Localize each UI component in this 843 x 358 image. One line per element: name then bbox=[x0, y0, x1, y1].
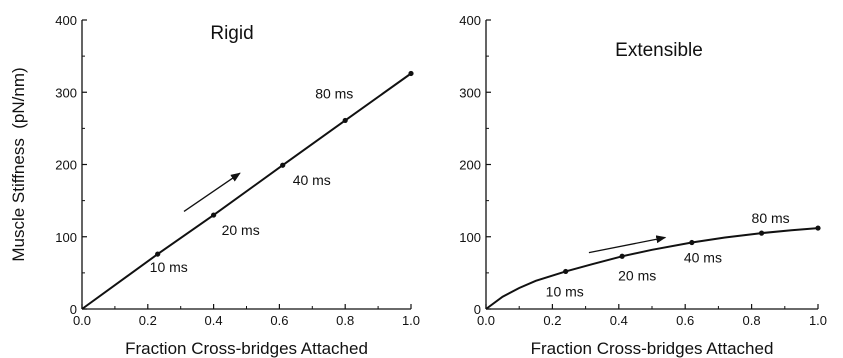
y-tick-label: 300 bbox=[55, 85, 77, 100]
data-point bbox=[563, 268, 569, 275]
y-tick-label: 400 bbox=[459, 13, 481, 28]
x-tick-label: 0.8 bbox=[743, 313, 761, 328]
x-tick-label: 0.2 bbox=[139, 313, 157, 328]
time-label: 80 ms bbox=[752, 210, 790, 226]
y-tick-label: 0 bbox=[474, 302, 481, 317]
data-point bbox=[815, 225, 821, 231]
direction-arrow bbox=[183, 172, 241, 212]
x-tick-label: 0.0 bbox=[73, 313, 91, 328]
data-point bbox=[155, 251, 161, 257]
time-label: 80 ms bbox=[315, 85, 353, 101]
panel-title: Extensible bbox=[615, 40, 703, 61]
y-axis-title: Muscle Stiffness (pN/nm) bbox=[9, 67, 28, 261]
series-line bbox=[81, 72, 412, 310]
data-point bbox=[342, 117, 348, 124]
data-point bbox=[211, 212, 217, 218]
y-tick-label: 0 bbox=[70, 302, 77, 317]
x-tick-label: 0.4 bbox=[205, 313, 223, 328]
time-label: 40 ms bbox=[684, 250, 722, 266]
time-label: 10 ms bbox=[546, 283, 584, 299]
data-point bbox=[408, 70, 414, 77]
y-tick-label: 200 bbox=[55, 158, 77, 173]
time-label: 20 ms bbox=[222, 222, 260, 238]
x-tick-label: 0.6 bbox=[676, 313, 694, 328]
x-tick-label: 0.0 bbox=[477, 313, 495, 328]
x-axis-title: Fraction Cross-bridges Attached bbox=[125, 339, 368, 358]
time-label: 20 ms bbox=[618, 267, 656, 283]
x-tick-label: 1.0 bbox=[402, 313, 420, 328]
y-tick-label: 100 bbox=[459, 230, 481, 245]
direction-arrow bbox=[588, 235, 667, 254]
time-label: 40 ms bbox=[293, 172, 331, 188]
extensible-panel: 0.0 0.2 0.4 0.6 0.8 1.0 0 100 200 300 400 10 ms 20 m… bbox=[459, 13, 827, 358]
y-tick-label: 100 bbox=[55, 230, 77, 245]
time-label: 10 ms bbox=[150, 259, 188, 275]
data-point bbox=[280, 162, 286, 168]
data-point bbox=[689, 239, 695, 246]
panel-title: Rigid bbox=[210, 23, 253, 44]
rigid-panel: 0.0 0.2 0.4 0.6 0.8 1.0 0 100 200 300 400 10 ms 20 m… bbox=[9, 13, 420, 358]
x-tick-label: 0.8 bbox=[336, 313, 354, 328]
x-tick-label: 0.4 bbox=[610, 313, 628, 328]
x-tick-label: 0.2 bbox=[543, 313, 561, 328]
data-point bbox=[758, 230, 765, 236]
x-axis-title: Fraction Cross-bridges Attached bbox=[531, 339, 774, 358]
x-tick-label: 1.0 bbox=[809, 313, 827, 328]
y-tick-label: 200 bbox=[459, 158, 481, 173]
x-tick-label: 0.6 bbox=[270, 313, 288, 328]
y-tick-label: 300 bbox=[459, 85, 481, 100]
y-tick-label: 400 bbox=[55, 13, 77, 28]
data-point bbox=[619, 253, 625, 259]
